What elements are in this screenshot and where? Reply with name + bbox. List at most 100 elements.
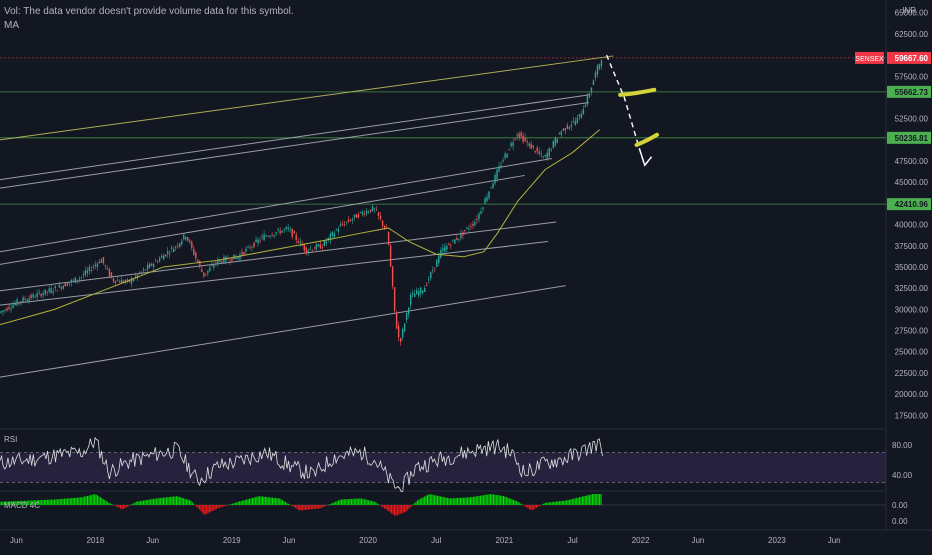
- candle[interactable]: [506, 153, 508, 158]
- candle[interactable]: [160, 255, 163, 258]
- candle[interactable]: [249, 247, 251, 249]
- candle[interactable]: [444, 246, 446, 252]
- candle[interactable]: [88, 266, 91, 272]
- candle[interactable]: [108, 268, 111, 277]
- candle[interactable]: [207, 270, 209, 274]
- candle[interactable]: [484, 198, 486, 204]
- candle[interactable]: [594, 72, 597, 79]
- candle[interactable]: [556, 138, 558, 144]
- candle[interactable]: [414, 294, 416, 297]
- candle[interactable]: [530, 143, 532, 149]
- candle[interactable]: [560, 131, 563, 135]
- candle[interactable]: [211, 264, 213, 266]
- candle[interactable]: [166, 251, 169, 255]
- candle[interactable]: [508, 149, 510, 151]
- candle[interactable]: [112, 278, 115, 282]
- candle[interactable]: [283, 229, 285, 230]
- candle[interactable]: [496, 169, 498, 179]
- candle[interactable]: [548, 148, 550, 157]
- highlight-stroke[interactable]: [618, 87, 657, 97]
- candle[interactable]: [187, 237, 189, 241]
- candle[interactable]: [393, 287, 396, 311]
- candle[interactable]: [162, 255, 165, 260]
- candle[interactable]: [329, 234, 332, 241]
- candle[interactable]: [321, 246, 324, 248]
- candle[interactable]: [14, 303, 16, 306]
- candle[interactable]: [526, 141, 528, 143]
- candle[interactable]: [70, 280, 72, 283]
- candle[interactable]: [442, 247, 444, 251]
- candle[interactable]: [580, 113, 583, 119]
- candle[interactable]: [18, 301, 20, 303]
- candle[interactable]: [299, 241, 301, 244]
- candle[interactable]: [197, 260, 199, 263]
- candle[interactable]: [156, 261, 159, 263]
- candle[interactable]: [365, 210, 368, 214]
- candle[interactable]: [287, 227, 289, 229]
- candle[interactable]: [0, 311, 2, 313]
- candle[interactable]: [8, 307, 10, 309]
- candle[interactable]: [373, 208, 376, 210]
- candle[interactable]: [175, 246, 177, 248]
- candle[interactable]: [343, 224, 346, 226]
- candle[interactable]: [173, 248, 175, 253]
- candle[interactable]: [305, 247, 307, 253]
- candle[interactable]: [28, 298, 30, 302]
- candle[interactable]: [80, 277, 83, 278]
- candle[interactable]: [183, 234, 185, 240]
- candle[interactable]: [58, 284, 60, 288]
- candle[interactable]: [96, 263, 99, 268]
- candle[interactable]: [158, 258, 161, 262]
- candle[interactable]: [512, 142, 514, 147]
- candle[interactable]: [572, 120, 575, 122]
- candle[interactable]: [492, 183, 494, 189]
- candle[interactable]: [46, 291, 48, 293]
- candle[interactable]: [116, 280, 119, 281]
- candle[interactable]: [588, 93, 591, 98]
- candle[interactable]: [269, 236, 271, 237]
- candle[interactable]: [440, 250, 442, 258]
- candle[interactable]: [576, 117, 579, 124]
- candle[interactable]: [546, 152, 548, 160]
- candle[interactable]: [138, 272, 141, 274]
- candle[interactable]: [243, 252, 245, 255]
- candle[interactable]: [592, 80, 595, 86]
- candle[interactable]: [534, 151, 536, 153]
- candle[interactable]: [562, 128, 565, 131]
- candle[interactable]: [397, 325, 400, 338]
- candle[interactable]: [303, 244, 305, 251]
- candle[interactable]: [285, 227, 287, 229]
- candle[interactable]: [40, 294, 42, 297]
- candle[interactable]: [307, 250, 309, 253]
- candle[interactable]: [383, 225, 386, 229]
- candle[interactable]: [78, 278, 81, 280]
- candle[interactable]: [120, 279, 123, 284]
- candle[interactable]: [231, 257, 233, 261]
- candle[interactable]: [48, 288, 50, 292]
- candle[interactable]: [339, 224, 342, 227]
- candle[interactable]: [12, 304, 14, 308]
- candle[interactable]: [420, 287, 422, 294]
- candle[interactable]: [466, 227, 468, 229]
- candle[interactable]: [247, 246, 249, 248]
- candle[interactable]: [205, 273, 207, 275]
- candle[interactable]: [389, 245, 392, 267]
- candle[interactable]: [271, 235, 273, 236]
- candle[interactable]: [500, 165, 502, 168]
- candle[interactable]: [424, 288, 426, 293]
- candle[interactable]: [255, 239, 257, 243]
- candle[interactable]: [98, 261, 101, 263]
- candle[interactable]: [217, 259, 219, 265]
- candle[interactable]: [456, 238, 458, 240]
- candle[interactable]: [460, 233, 462, 239]
- candle[interactable]: [56, 290, 58, 292]
- candle[interactable]: [140, 271, 143, 274]
- candle[interactable]: [102, 256, 105, 264]
- candle[interactable]: [168, 253, 171, 255]
- candle[interactable]: [142, 269, 145, 271]
- candle[interactable]: [369, 209, 372, 212]
- candle[interactable]: [430, 272, 432, 279]
- candle[interactable]: [2, 310, 4, 312]
- candle[interactable]: [399, 337, 402, 342]
